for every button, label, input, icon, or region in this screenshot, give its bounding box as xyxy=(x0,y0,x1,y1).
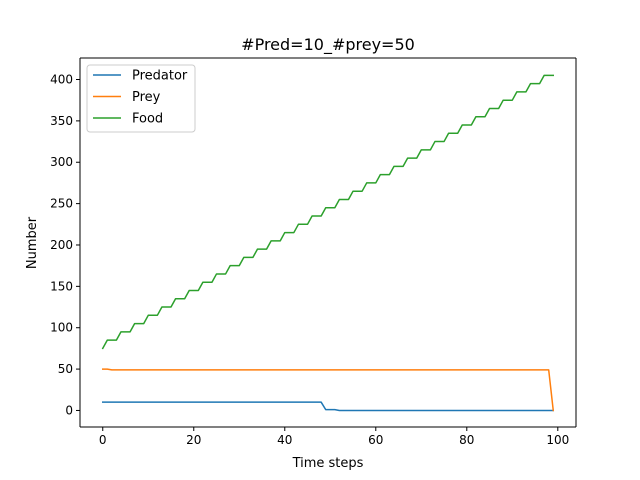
legend-label-prey: Prey xyxy=(132,90,161,105)
y-tick-label: 100 xyxy=(50,321,73,335)
y-axis-ticks: 0 50 100 150 200 250 300 350 400 xyxy=(50,73,80,417)
legend-label-predator: Predator xyxy=(132,69,188,84)
x-tick-label: 20 xyxy=(186,433,201,447)
series-line-predator xyxy=(102,401,554,412)
chart-title: #Pred=10_#prey=50 xyxy=(241,35,415,55)
axes-frame xyxy=(79,57,577,428)
x-tick-label: 80 xyxy=(459,433,474,447)
y-tick-label: 250 xyxy=(50,197,73,211)
x-tick-label: 60 xyxy=(368,433,383,447)
y-tick-label: 150 xyxy=(50,279,73,293)
y-tick-label: 300 xyxy=(50,155,73,169)
legend: Predator Prey Food xyxy=(86,64,196,133)
y-tick-label: 200 xyxy=(50,238,73,252)
series-line-prey xyxy=(102,368,555,412)
x-tick-label: 0 xyxy=(99,433,107,447)
x-tick-label: 40 xyxy=(277,433,292,447)
y-axis-label: Number xyxy=(25,216,40,269)
series-layer xyxy=(101,74,555,412)
series-line-food xyxy=(101,74,554,350)
x-axis-label: Time steps xyxy=(292,456,364,471)
legend-label-food: Food xyxy=(132,112,163,127)
x-axis-ticks: 0 20 40 60 80 100 xyxy=(99,427,569,447)
y-tick-label: 0 xyxy=(65,403,73,417)
y-tick-label: 50 xyxy=(58,362,73,376)
x-tick-label: 100 xyxy=(546,433,569,447)
y-tick-label: 350 xyxy=(50,114,73,128)
legend-frame xyxy=(86,64,196,133)
y-tick-label: 400 xyxy=(50,73,73,87)
